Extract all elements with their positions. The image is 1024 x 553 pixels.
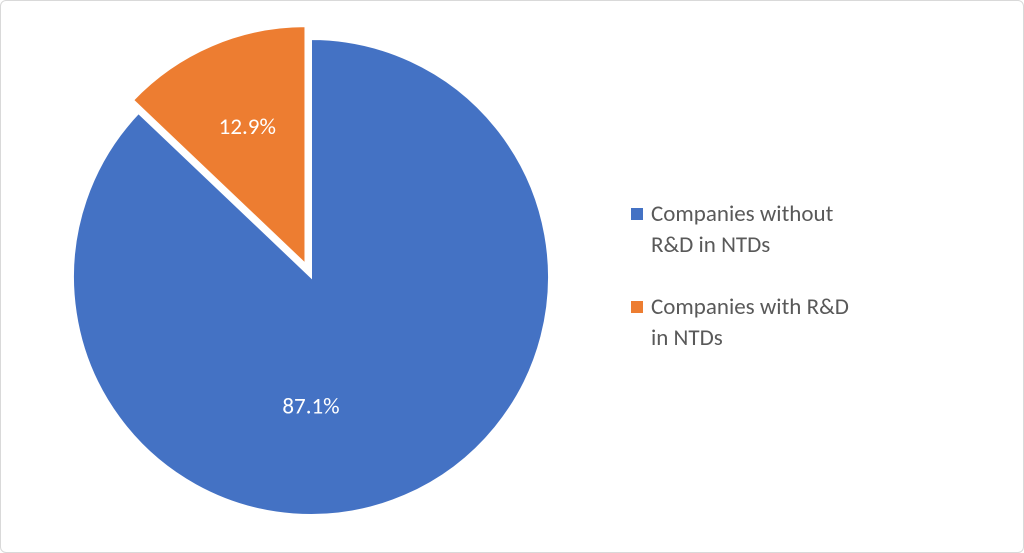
legend: Companies withoutR&D in NTDs Companies wi… [621,169,1023,383]
legend-item-with: Companies with R&Din NTDs [631,292,983,354]
legend-label-without: Companies withoutR&D in NTDs [651,199,833,261]
pie-chart: 87.1% 12.9% [1,1,621,552]
legend-label-with: Companies with R&Din NTDs [651,292,849,354]
pie-label-with: 12.9% [219,113,276,141]
pie-label-without: 87.1% [282,392,339,420]
chart-frame: 87.1%12.9% Companies withoutR&D in NTDsC… [0,0,1024,553]
legend-item-without: Companies withoutR&D in NTDs [631,199,983,261]
legend-swatch-with [631,301,643,313]
pie-svg: 87.1% 12.9% [55,21,567,533]
legend-swatch-without [631,208,643,220]
